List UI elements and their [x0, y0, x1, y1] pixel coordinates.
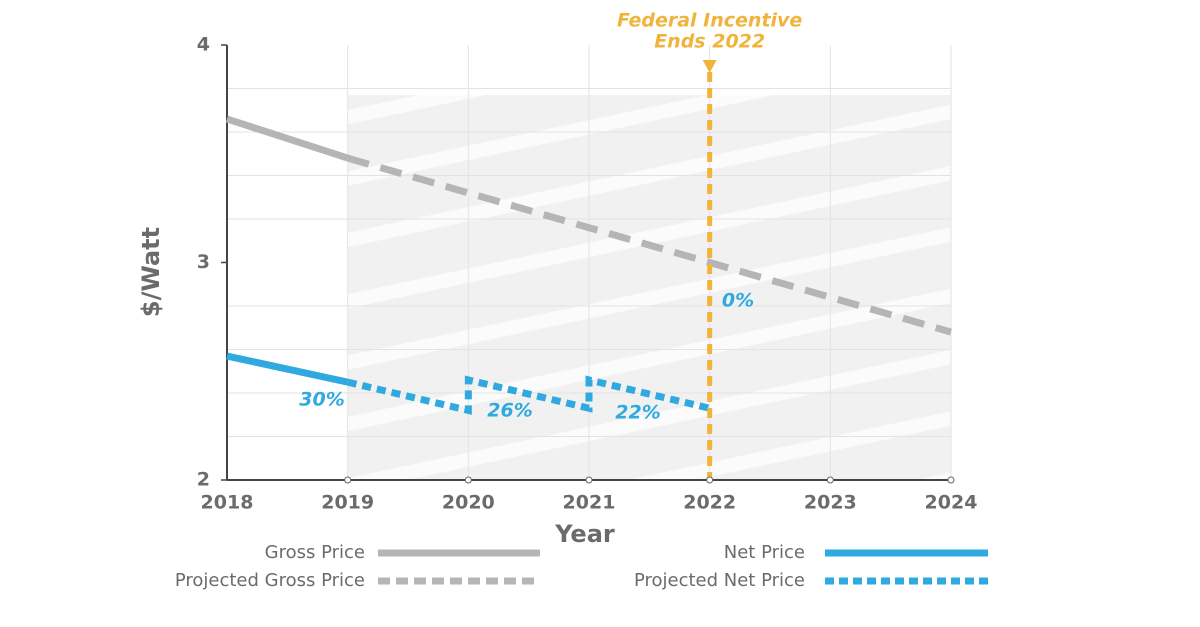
incentive-arrow	[702, 60, 717, 73]
rate-label: 22%	[615, 402, 660, 424]
x-tick-label: 2020	[442, 492, 495, 514]
legend-label: Projected Net Price	[634, 570, 805, 591]
series-line	[225, 115, 349, 162]
x-tick-label: 2022	[683, 492, 736, 514]
x-tick-label: 2023	[804, 492, 857, 514]
incentive-label: Federal Incentive	[617, 10, 802, 32]
y-tick-label: 4	[197, 34, 210, 56]
x-tick	[344, 476, 352, 484]
x-tick	[464, 476, 472, 484]
x-tick	[585, 476, 593, 484]
legend-label: Net Price	[724, 542, 805, 563]
rate-label: 26%	[487, 400, 532, 422]
x-tick-label: 2021	[563, 492, 616, 514]
x-tick-label: 2019	[321, 492, 374, 514]
legend-label: Projected Gross Price	[175, 570, 365, 591]
rate-label: 0%	[722, 290, 754, 312]
series-line	[226, 352, 349, 386]
x-tick-label: 2024	[925, 492, 978, 514]
x-axis-label: Year	[554, 520, 615, 548]
series-line	[346, 375, 711, 415]
y-tick-label: 2	[197, 469, 210, 491]
x-tick	[826, 476, 834, 484]
projection-area	[347, 95, 952, 480]
incentive-label: Ends 2022	[654, 31, 765, 53]
x-tick	[947, 476, 955, 484]
series-line	[346, 154, 952, 336]
y-tick-label: 3	[197, 251, 210, 273]
y-axis-label: $/Watt	[137, 227, 165, 317]
legend-label: Gross Price	[265, 542, 365, 563]
x-tick	[706, 476, 714, 484]
rate-label: 30%	[299, 389, 344, 411]
x-tick-label: 2018	[201, 492, 254, 514]
